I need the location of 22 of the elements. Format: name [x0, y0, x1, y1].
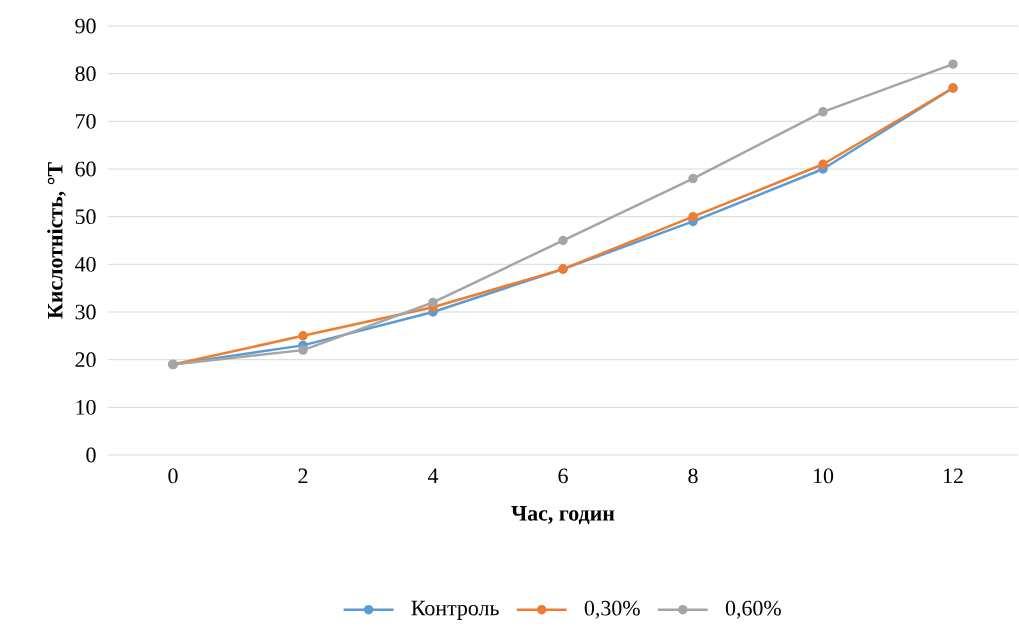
- x-tick-label: 12: [943, 468, 963, 484]
- y-tick-label: 80: [75, 66, 96, 82]
- legend-label: 0,60%: [725, 600, 781, 619]
- x-tick-label: 6: [558, 468, 568, 484]
- y-tick-label: 70: [76, 113, 96, 129]
- y-tick-label: 90: [75, 18, 96, 34]
- y-axis-title: Кислотність, °T: [47, 162, 66, 319]
- y-tick-label: 10: [76, 399, 96, 415]
- x-tick-label: 4: [427, 468, 439, 483]
- legend-label: Контроль: [411, 600, 499, 620]
- x-tick-label: 10: [813, 468, 834, 484]
- x-tick-label: 8: [688, 468, 698, 484]
- y-tick-label: 50: [75, 209, 96, 225]
- y-tick-label: 40: [75, 256, 96, 272]
- x-tick-label: 0: [168, 468, 178, 484]
- x-axis-title: Час, годин: [511, 506, 615, 525]
- x-tick-label: 2: [298, 468, 308, 484]
- y-tick-label: 30: [75, 304, 96, 320]
- y-tick-label: 60: [75, 161, 96, 177]
- legend-label: 0,30%: [584, 600, 640, 619]
- y-tick-label: 0: [86, 447, 96, 463]
- y-tick-label: 20: [75, 352, 96, 368]
